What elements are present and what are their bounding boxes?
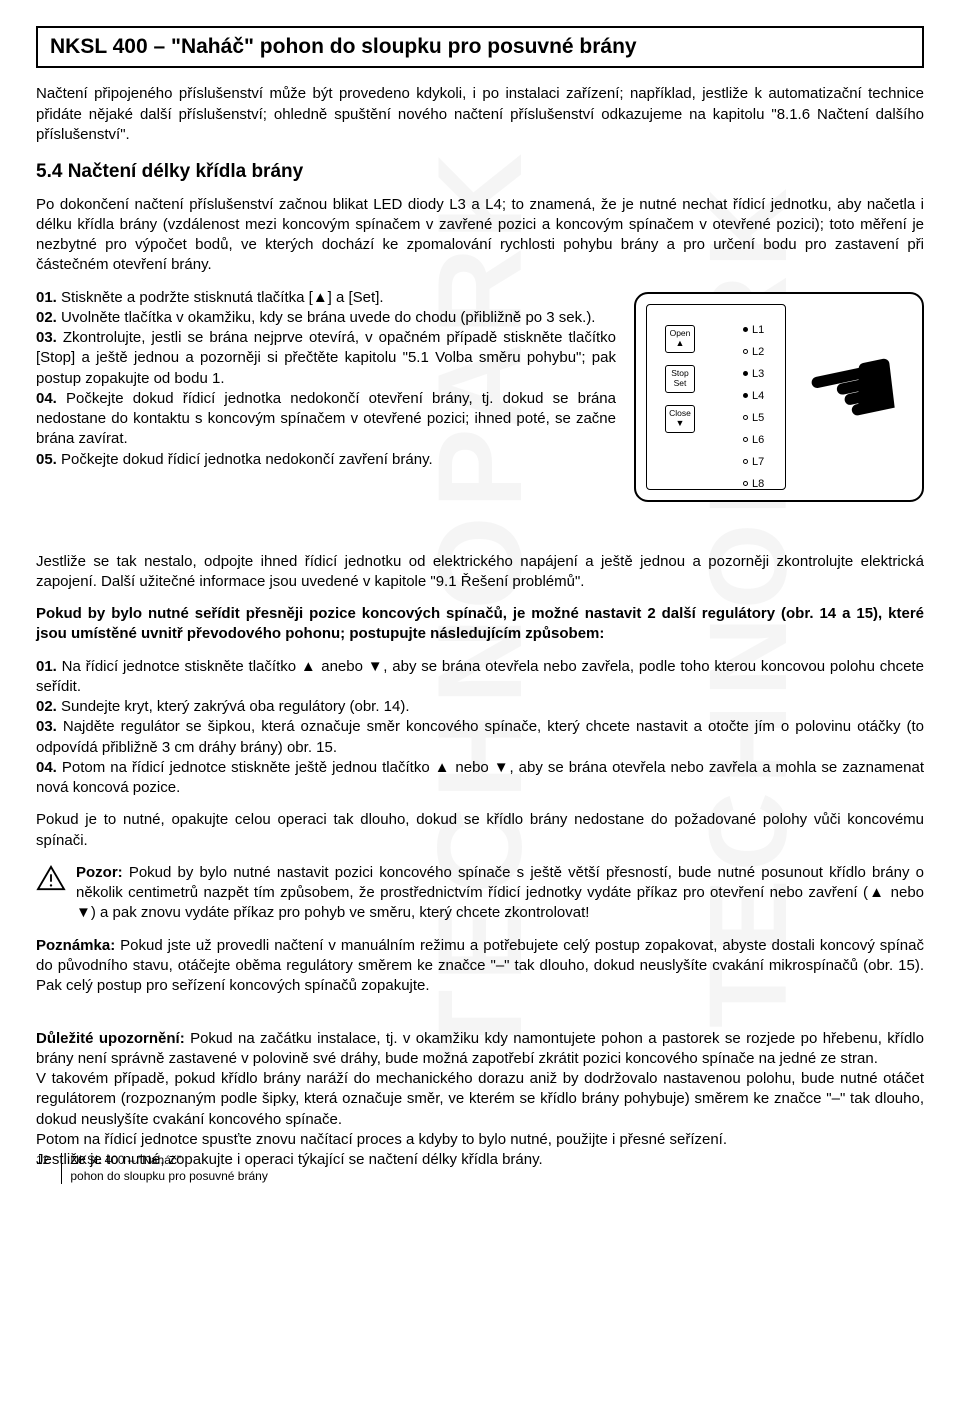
step-text: Počkejte dokud řídicí jednotka nedokončí… bbox=[36, 390, 616, 448]
step-num: 03. bbox=[36, 329, 57, 346]
warning-lead: Pozor: bbox=[76, 864, 123, 881]
intro-paragraph: Načtení připojeného příslušenství může b… bbox=[36, 84, 924, 145]
led-label: L8 bbox=[752, 478, 764, 490]
step-num: 01. bbox=[36, 289, 57, 306]
note-paragraph: Poznámka: Pokud jste už provedli načtení… bbox=[36, 936, 924, 997]
step-text: Uvolněte tlačítka v okamžiku, kdy se brá… bbox=[57, 309, 596, 326]
controller-figure: Open▲ StopSet Close▼ L1 L2 L3 L4 L5 L6 L… bbox=[634, 292, 924, 502]
steps-block: Open▲ StopSet Close▼ L1 L2 L3 L4 L5 L6 L… bbox=[36, 288, 924, 502]
figure-button-close: Close▼ bbox=[665, 405, 695, 433]
led-label: L5 bbox=[752, 412, 764, 424]
figure-stop-label: Stop bbox=[671, 368, 689, 378]
section-heading: 5.4 Načtení délky křídla brány bbox=[36, 159, 924, 185]
figure-close-label: Close bbox=[669, 408, 691, 418]
important-paragraph: Důležité upozornění: Pokud na začátku in… bbox=[36, 1008, 924, 1170]
step-text: Potom na řídicí jednotce stiskněte ještě… bbox=[36, 759, 924, 796]
important-body: Pokud na začátku instalace, tj. v okamži… bbox=[36, 1030, 924, 1169]
step-text: Zkontrolujte, jestli se brána nejprve ot… bbox=[36, 329, 616, 387]
note-lead: Poznámka: bbox=[36, 937, 115, 954]
figure-panel: Open▲ StopSet Close▼ L1 L2 L3 L4 L5 L6 L… bbox=[646, 304, 786, 490]
step-num: 04. bbox=[36, 390, 57, 407]
step-text: Sundejte kryt, který zakrývá oba regulát… bbox=[57, 698, 410, 715]
hand-icon: ☚ bbox=[795, 327, 914, 455]
after-paragraph-2-bold: Pokud by bylo nutné seřídit přesněji poz… bbox=[36, 604, 924, 645]
footer-line-1: NKSL 400 – "Naháč" bbox=[70, 1153, 181, 1167]
led-label: L7 bbox=[752, 456, 764, 468]
led-label: L2 bbox=[752, 346, 764, 358]
warning-triangle-icon bbox=[36, 865, 66, 891]
up-arrow-icon: ▲ bbox=[676, 338, 685, 348]
step-num: 01. bbox=[36, 658, 57, 675]
figure-leds: L1 L2 L3 L4 L5 L6 L7 L8 bbox=[743, 319, 764, 490]
important-lead: Důležité upozornění: bbox=[36, 1030, 185, 1047]
page-title: NKSL 400 – "Naháč" pohon do sloupku pro … bbox=[36, 26, 924, 68]
figure-button-open: Open▲ bbox=[665, 325, 695, 353]
section-intro: Po dokončení načtení příslušenství začno… bbox=[36, 195, 924, 276]
step-num: 03. bbox=[36, 718, 57, 735]
figure-open-label: Open bbox=[670, 328, 691, 338]
after-paragraph-1: Jestliže se tak nestalo, odpojte ihned ř… bbox=[36, 552, 924, 593]
note-body: Pokud jste už provedli načtení v manuáln… bbox=[36, 937, 924, 995]
figure-button-stop-set: StopSet bbox=[665, 365, 695, 393]
warning-body: Pokud by bylo nutné nastavit pozici konc… bbox=[76, 864, 924, 922]
after-paragraph-3: Pokud je to nutné, opakujte celou operac… bbox=[36, 810, 924, 851]
step-text: Na řídicí jednotce stiskněte tlačítko ▲ … bbox=[36, 658, 924, 695]
warning-row: Pozor: Pokud by bylo nutné nastavit pozi… bbox=[36, 863, 924, 924]
page-number: 12 bbox=[36, 1153, 58, 1169]
led-label: L1 bbox=[752, 324, 764, 336]
footer-line-2: pohon do sloupku pro posuvné brány bbox=[70, 1169, 267, 1183]
down-arrow-icon: ▼ bbox=[676, 418, 685, 428]
figure-set-label: Set bbox=[674, 378, 687, 388]
step-num: 02. bbox=[36, 698, 57, 715]
step-text: Najděte regulátor se šipkou, která označ… bbox=[36, 718, 924, 755]
page-footer: 12 NKSL 400 – "Naháč" pohon do sloupku p… bbox=[36, 1153, 268, 1184]
warning-text: Pozor: Pokud by bylo nutné nastavit pozi… bbox=[76, 863, 924, 924]
led-label: L3 bbox=[752, 368, 764, 380]
step-num: 02. bbox=[36, 309, 57, 326]
step-text: Stiskněte a podržte stisknutá tlačítka [… bbox=[57, 289, 384, 306]
led-label: L4 bbox=[752, 390, 764, 402]
step-num: 05. bbox=[36, 451, 57, 468]
step-num: 04. bbox=[36, 759, 57, 776]
step-text: Počkejte dokud řídicí jednotka nedokončí… bbox=[57, 451, 433, 468]
numbered-list-2: 01. Na řídicí jednotce stiskněte tlačítk… bbox=[36, 657, 924, 799]
led-label: L6 bbox=[752, 434, 764, 446]
